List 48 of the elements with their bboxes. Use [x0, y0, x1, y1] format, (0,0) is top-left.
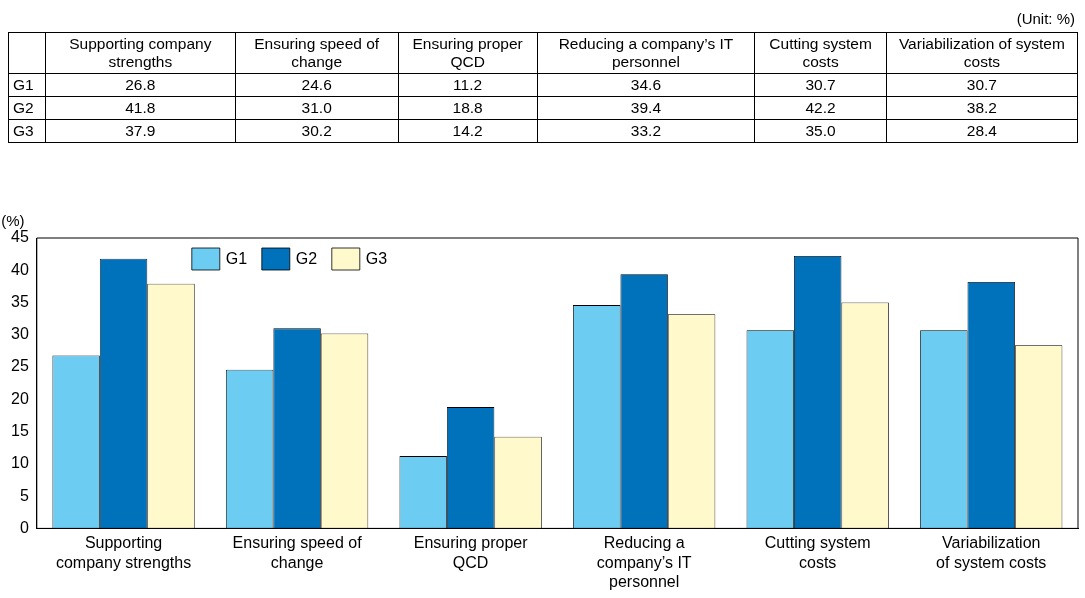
y-tick-label: 35 [11, 292, 29, 310]
y-tick-label: 25 [11, 357, 29, 375]
data-label: 41.8 [45, 96, 236, 120]
x-tick-label: Reducing a company’s IT personnel [596, 534, 692, 590]
category-label: Cutting system costs [769, 35, 872, 70]
data-label: 30.7 [886, 73, 1078, 97]
data-label: 28.4 [886, 119, 1078, 143]
category-label: Ensuring speed of change [254, 35, 380, 70]
category-label: Ensuring proper QCD [412, 35, 523, 70]
data-label: 39.4 [537, 96, 755, 120]
data-label: 30.2 [235, 119, 399, 143]
data-label: 35.0 [754, 119, 887, 143]
data-label: 26.8 [45, 73, 236, 97]
text: (Unit: %) [1016, 10, 1075, 27]
text: G1 [13, 76, 34, 93]
legend-label: G3 [365, 250, 388, 268]
y-tick-label: 20 [11, 389, 29, 407]
y-tick-label: 45 [11, 228, 29, 246]
category-label: Supporting company strengths [69, 35, 212, 70]
y-tick-label: 0 [19, 518, 29, 536]
data-label: 42.2 [754, 96, 887, 120]
data-label: 37.9 [45, 119, 236, 143]
text: G2 [13, 99, 34, 116]
x-tick-label: Supporting company strengths [55, 534, 192, 571]
y-tick-label: 15 [11, 422, 29, 440]
y-tick-label: 30 [11, 325, 29, 343]
data-label: 31.0 [235, 96, 399, 120]
data-label: 30.7 [754, 73, 887, 97]
data-label: 34.6 [537, 73, 755, 97]
legend-label: G2 [295, 250, 318, 268]
x-tick-label: Cutting system costs [764, 534, 871, 571]
data-label: 14.2 [398, 119, 538, 143]
x-tick-label: Ensuring speed of change [232, 534, 363, 571]
x-tick-label: Variabilization of system costs [936, 534, 1047, 571]
y-tick-label: 5 [19, 486, 29, 504]
y-axis-title: (%) [1, 212, 25, 229]
category-label: Reducing a company’s IT personnel [558, 35, 734, 70]
text: G3 [13, 122, 34, 139]
data-label: 24.6 [235, 73, 399, 97]
legend-label: G1 [225, 250, 248, 268]
x-tick-label: Ensuring proper QCD [413, 534, 529, 571]
data-label: 11.2 [398, 73, 538, 97]
data-label: 18.8 [398, 96, 538, 120]
y-tick-label: 10 [11, 454, 29, 472]
category-label: Variabilization of system costs [898, 35, 1065, 70]
data-label: 38.2 [886, 96, 1078, 120]
data-label: 33.2 [537, 119, 755, 143]
y-tick-label: 40 [11, 260, 29, 278]
